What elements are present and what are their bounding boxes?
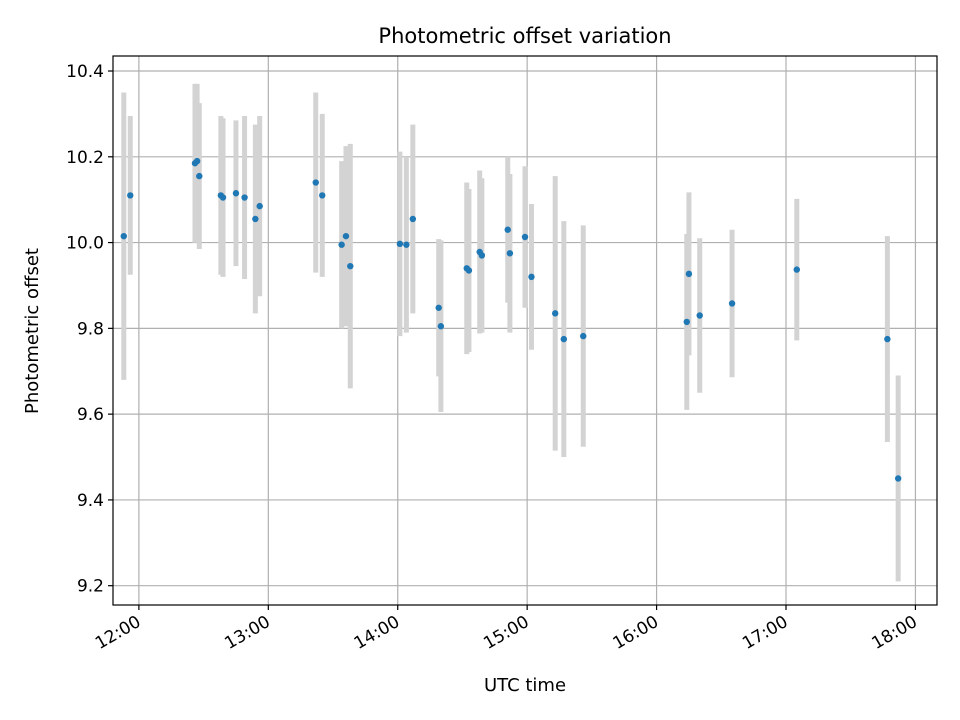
y-tick-label: 9.8 [77,319,104,339]
data-point [342,232,350,240]
plot-frame [112,55,938,606]
data-point [894,475,902,482]
data-point [127,192,134,199]
data-point [396,240,404,248]
data-point [219,194,227,201]
data-point [347,262,354,270]
y-tick-label: 10.0 [66,234,104,254]
y-axis-label: Photometric offset [22,248,43,414]
y-axis: 9.2 9.4 9.6 9.8 10.0 10.2 10.4 [66,62,113,597]
data-point [884,335,891,343]
data-point [256,202,263,210]
data-point [683,318,690,326]
data-point [521,233,529,241]
y-tick-label: 10.2 [66,148,104,168]
data-point [193,157,201,165]
data-points [120,157,902,482]
data-point [506,250,514,257]
data-point [312,179,319,186]
y-tick-label: 10.4 [66,62,104,82]
y-tick-label: 9.4 [77,491,104,511]
data-point [437,323,445,330]
data-point [409,215,417,223]
data-point [196,172,203,180]
y-tick-label: 9.2 [77,577,104,597]
data-point [319,192,326,199]
data-point [252,215,259,223]
data-point [528,273,535,281]
data-point [685,270,693,278]
data-point [338,241,345,248]
data-point [465,267,473,274]
chart-title: Photometric offset variation [378,24,671,48]
data-point [241,194,248,201]
data-point [478,252,486,259]
data-point [403,241,410,248]
data-point [793,266,800,273]
grid-lines [113,56,937,605]
data-point [728,300,736,307]
data-point [120,232,127,240]
data-point [551,310,559,317]
data-point [560,335,568,343]
data-point [696,312,703,319]
data-point [435,304,442,311]
data-point [504,226,511,233]
data-point [580,332,587,340]
x-axis-label: UTC time [484,675,566,696]
data-point [232,190,240,197]
y-tick-label: 9.6 [77,405,104,425]
